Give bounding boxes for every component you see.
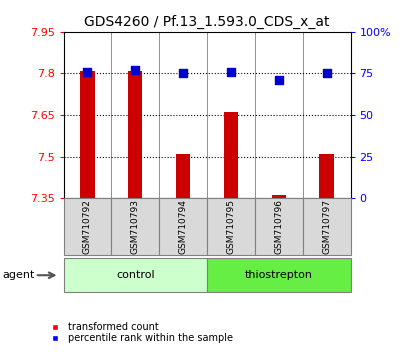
Title: GDS4260 / Pf.13_1.593.0_CDS_x_at: GDS4260 / Pf.13_1.593.0_CDS_x_at — [84, 15, 329, 29]
Bar — [319, 154, 333, 198]
Bar — [254, 198, 302, 255]
Bar — [223, 112, 238, 198]
Text: control: control — [116, 270, 154, 280]
Text: GSM710794: GSM710794 — [178, 199, 187, 254]
Bar — [63, 258, 207, 292]
Point — [275, 77, 281, 83]
Bar — [111, 198, 159, 255]
Legend: transformed count, percentile rank within the sample: transformed count, percentile rank withi… — [42, 318, 236, 347]
Text: GSM710795: GSM710795 — [226, 199, 235, 254]
Bar — [271, 195, 285, 198]
Text: GSM710796: GSM710796 — [274, 199, 283, 254]
Point — [323, 71, 329, 76]
Bar — [63, 198, 111, 255]
Bar — [302, 198, 350, 255]
Point — [132, 67, 138, 73]
Point — [180, 71, 186, 76]
Text: GSM710792: GSM710792 — [83, 199, 92, 254]
Text: agent: agent — [2, 270, 34, 280]
Bar — [80, 71, 94, 198]
Text: thiostrepton: thiostrepton — [244, 270, 312, 280]
Text: GSM710793: GSM710793 — [130, 199, 139, 254]
Bar — [207, 198, 254, 255]
Bar — [128, 71, 142, 198]
Bar — [175, 154, 190, 198]
Bar — [207, 258, 350, 292]
Bar — [159, 198, 207, 255]
Text: GSM710797: GSM710797 — [321, 199, 330, 254]
Point — [227, 69, 234, 75]
Point — [84, 69, 90, 75]
